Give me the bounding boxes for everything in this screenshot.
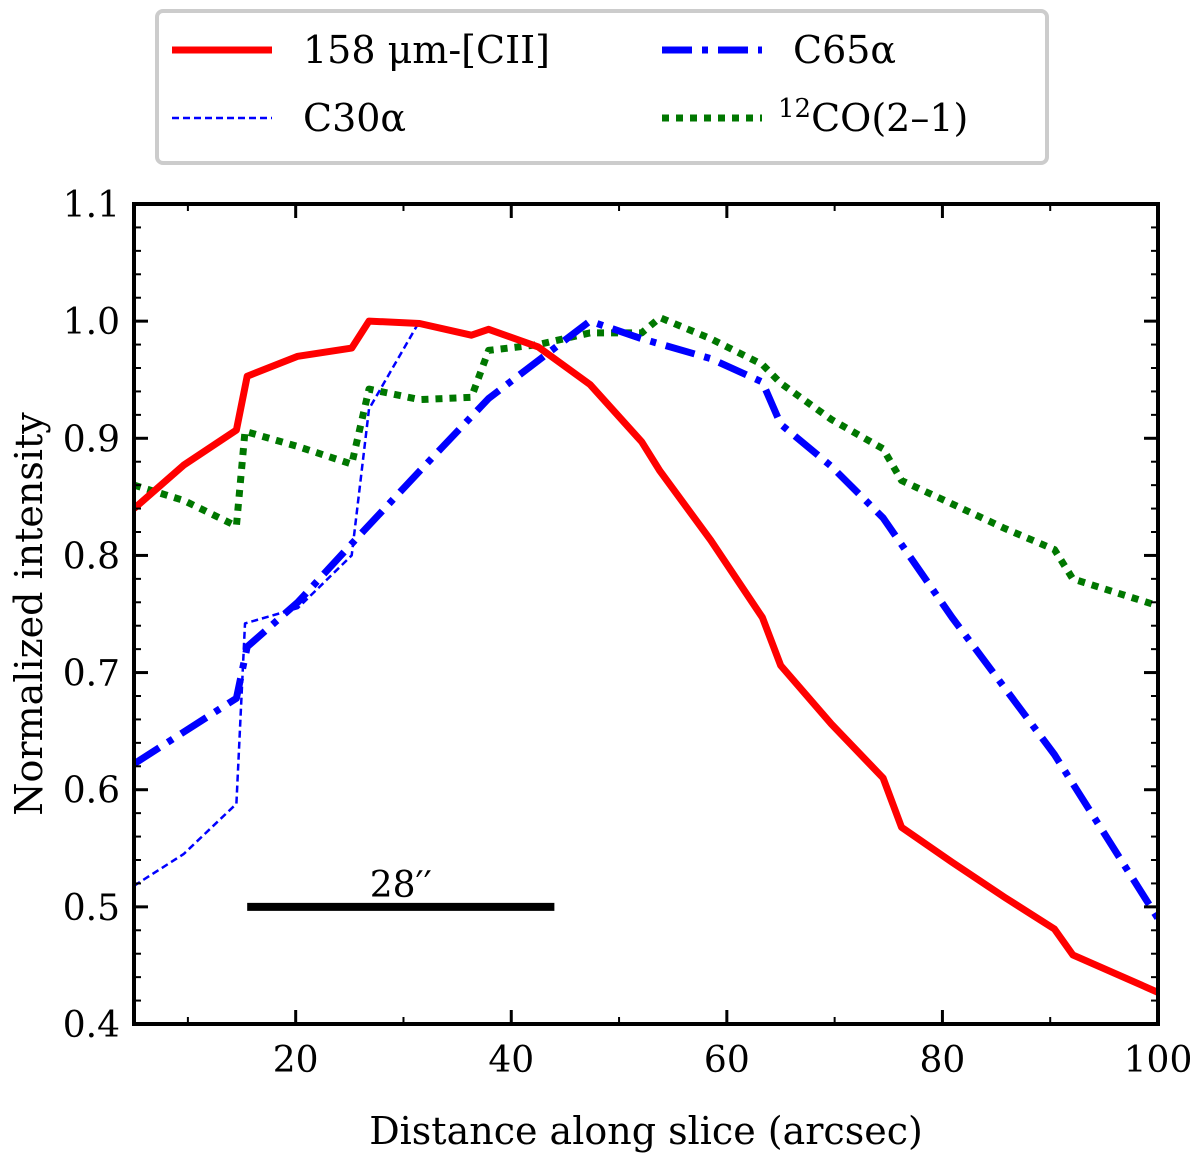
data-point-cii (488, 329, 489, 330)
legend-frame (155, 9, 1049, 165)
y-tick-label: 0.6 (63, 771, 120, 812)
data-point-c65 (297, 602, 298, 603)
data-point-c65 (351, 543, 352, 544)
legend-label-co: 12CO(2–1) (778, 94, 968, 140)
y-tick-label: 0.5 (63, 888, 120, 929)
data-point-cii (660, 471, 661, 472)
legend: 158 μm-[CII] C65α C30α 12CO(2–1) (155, 9, 1049, 165)
data-point-c65 (419, 471, 420, 472)
data-point-cii (351, 348, 352, 349)
data-point-c65 (589, 321, 590, 322)
data-point-co (236, 526, 237, 527)
y-tick-label: 0.7 (63, 654, 120, 695)
data-point-c30 (369, 409, 370, 410)
y-tick-label: 1.0 (63, 302, 120, 343)
data-point-co (952, 503, 953, 504)
legend-label-c65: C65α (793, 28, 896, 72)
data-point-co (351, 464, 352, 465)
data-point-co (641, 332, 642, 333)
data-point-co (1004, 528, 1005, 529)
legend-label-cii: 158 μm-[CII] (303, 28, 550, 72)
data-point-cii (641, 441, 642, 442)
x-tick-label: 100 (1124, 1040, 1193, 1081)
x-tick-label: 40 (488, 1040, 534, 1081)
data-point-cii (538, 346, 539, 347)
data-point-cii (710, 540, 711, 541)
data-point-co (297, 446, 298, 447)
data-point-co (488, 350, 489, 351)
data-point-cii (762, 617, 763, 618)
x-tick-label: 60 (704, 1040, 750, 1081)
series-line-c65 (134, 317, 1158, 921)
data-point-c30 (351, 555, 352, 556)
data-point-cii (247, 376, 248, 377)
data-point-cii (883, 778, 884, 779)
data-point-c30 (236, 803, 237, 804)
data-point-cii (780, 665, 781, 666)
data-point-c65 (1054, 754, 1055, 755)
data-point-cii (297, 356, 298, 357)
data-point-co (1072, 578, 1073, 579)
data-point-c30 (183, 854, 184, 855)
data-point-cii (369, 321, 370, 322)
data-point-cii (471, 335, 472, 336)
series-line-cii (134, 317, 1158, 996)
plot-frame (132, 202, 1160, 1026)
data-point-cii (236, 430, 237, 431)
x-tick-label: 80 (920, 1040, 966, 1081)
data-point-c65 (247, 646, 248, 647)
data-point-co (1054, 549, 1055, 550)
data-point-co (245, 431, 246, 432)
y-tick-label: 1.1 (63, 185, 120, 226)
y-tick-label: 0.9 (63, 419, 120, 460)
data-point-cii (952, 862, 953, 863)
data-point-cii (1054, 929, 1055, 930)
y-tick-label: 0.8 (63, 536, 120, 577)
scale-bar-label: 28′′ (370, 865, 432, 906)
data-point-co (419, 399, 420, 400)
data-point-co (589, 332, 590, 333)
data-point-c65 (831, 466, 832, 467)
data-point-co (471, 397, 472, 398)
data-point-c30 (245, 623, 246, 624)
data-point-co (710, 338, 711, 339)
data-point-c65 (641, 338, 642, 339)
data-point-c65 (883, 517, 884, 518)
data-point-cii (901, 827, 902, 828)
data-point-co (831, 419, 832, 420)
data-point-cii (419, 323, 420, 324)
data-point-c65 (780, 424, 781, 425)
data-point-c65 (488, 398, 489, 399)
x-axis-label: Distance along slice (arcsec) (369, 1109, 923, 1153)
y-axis-label: Normalized intensity (7, 412, 51, 816)
series-layer (134, 314, 1158, 996)
series-line-co (134, 314, 1158, 610)
data-point-cii (589, 384, 590, 385)
y-tick-label: 0.4 (63, 1005, 120, 1046)
data-point-co (901, 480, 902, 481)
data-point-co (762, 364, 763, 365)
ticks-layer: 20 40 60 80 100 0.4 0.5 0.6 0.7 0.8 0.9 1.0 1.1 (63, 185, 1193, 1081)
data-point-c30 (297, 608, 298, 609)
data-point-co (369, 389, 370, 390)
data-point-cii (1004, 897, 1005, 898)
data-point-cii (831, 724, 832, 725)
data-point-co (883, 448, 884, 449)
data-point-cii (183, 465, 184, 466)
data-point-c65 (762, 382, 763, 383)
annotation-layer: 28′′ (247, 865, 555, 911)
legend-label-co-main: CO(2–1) (811, 96, 968, 140)
legend-label-c30: C30α (303, 96, 406, 140)
data-point-cii (1072, 954, 1073, 955)
legend-label-co-superscript: 12 (778, 94, 811, 124)
data-point-c65 (710, 358, 711, 359)
data-point-co (780, 383, 781, 384)
x-tick-label: 20 (273, 1040, 319, 1081)
data-point-c65 (952, 617, 953, 618)
data-point-c65 (236, 698, 237, 699)
data-point-co (183, 500, 184, 501)
data-point-co (660, 317, 661, 318)
series-line-c30 (134, 320, 421, 887)
